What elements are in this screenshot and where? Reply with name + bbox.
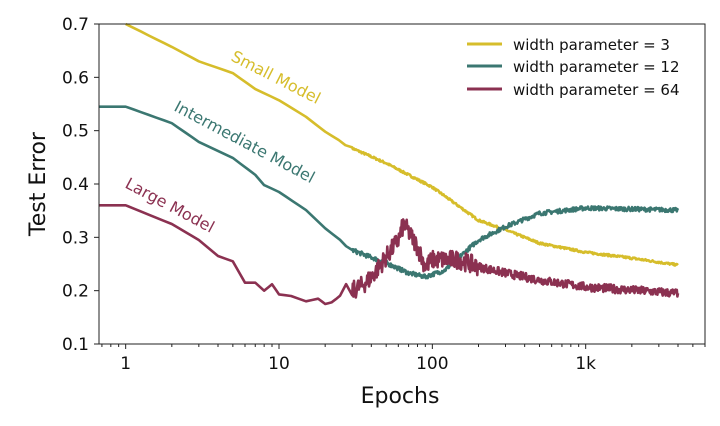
x-axis: 1 10 100 1k [101, 344, 706, 374]
legend-label-width-3: width parameter = 3 [513, 36, 670, 54]
series-line-large-model [99, 204, 680, 306]
x-tick-label: 1k [575, 354, 596, 374]
y-tick-label: 0.2 [62, 282, 89, 302]
y-tick-label: 0.6 [62, 68, 89, 88]
x-tick-label: 10 [268, 354, 290, 374]
x-tick-label: 1 [120, 354, 131, 374]
legend-label-width-64: width parameter = 64 [513, 81, 680, 99]
y-tick-label: 0.5 [62, 122, 89, 142]
series-line-small-model [125, 22, 679, 267]
y-axis-label: Test Error [26, 131, 51, 237]
y-axis: 0.1 0.2 0.3 0.4 0.5 0.6 0.7 [62, 15, 99, 355]
annotation-large-model: Large Model [122, 174, 218, 237]
legend: width parameter = 3 width parameter = 12… [467, 36, 680, 99]
y-tick-label: 0.3 [62, 228, 89, 248]
legend-label-width-12: width parameter = 12 [513, 58, 680, 76]
series-layer [99, 22, 680, 306]
x-tick-label: 100 [416, 354, 448, 374]
x-axis-label: Epochs [361, 384, 440, 409]
y-tick-label: 0.1 [62, 335, 89, 355]
y-tick-label: 0.7 [62, 15, 89, 35]
y-tick-label: 0.4 [62, 175, 89, 195]
series-line-intermediate-model [99, 105, 680, 280]
